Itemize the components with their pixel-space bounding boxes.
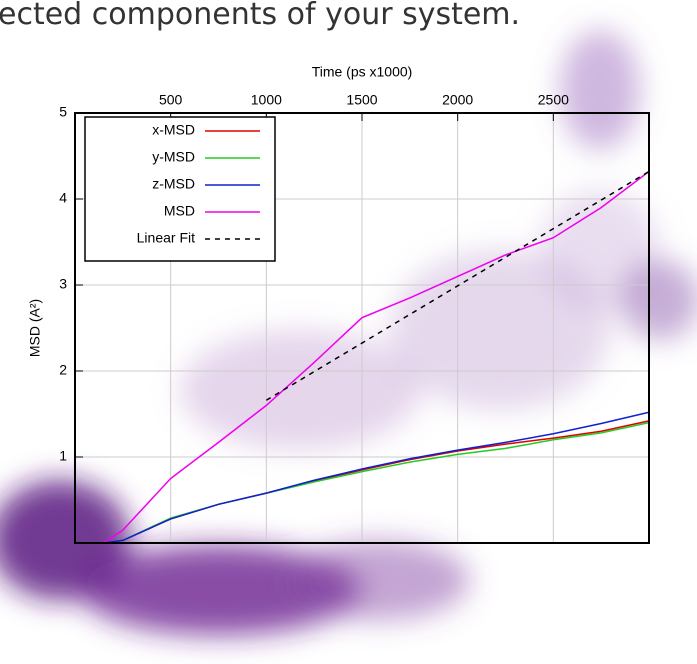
chart: ected components of your system. Time (p… — [0, 0, 697, 664]
x-tick-label: 1000 — [251, 92, 282, 108]
legend-label: y-MSD — [152, 149, 195, 165]
y-axis-label: MSD (A²) — [27, 299, 43, 357]
legend-label: z-MSD — [152, 176, 195, 192]
page: ected components of your system. Time (p… — [0, 0, 697, 664]
y-tick-label: 2 — [59, 362, 67, 378]
y-tick-label: 4 — [59, 190, 67, 206]
x-tick-label: 2500 — [538, 92, 569, 108]
legend-label: MSD — [164, 203, 195, 219]
header-text: ected components of your system. — [0, 0, 520, 32]
legend: x-MSD y-MSD z-MSD MSD Linear Fit — [85, 117, 275, 261]
series-line — [104, 423, 649, 543]
legend-label: Linear Fit — [137, 230, 195, 246]
x-tick-label: 1500 — [346, 92, 377, 108]
legend-label: x-MSD — [152, 122, 195, 138]
y-tick-label: 1 — [59, 448, 67, 464]
series-line — [104, 421, 649, 543]
x-axis-label: Time (ps x1000) — [312, 64, 413, 80]
x-tick-label: 2000 — [442, 92, 473, 108]
y-tick-label: 5 — [59, 104, 67, 120]
x-tick-label: 500 — [159, 92, 183, 108]
y-tick-label: 3 — [59, 276, 67, 292]
